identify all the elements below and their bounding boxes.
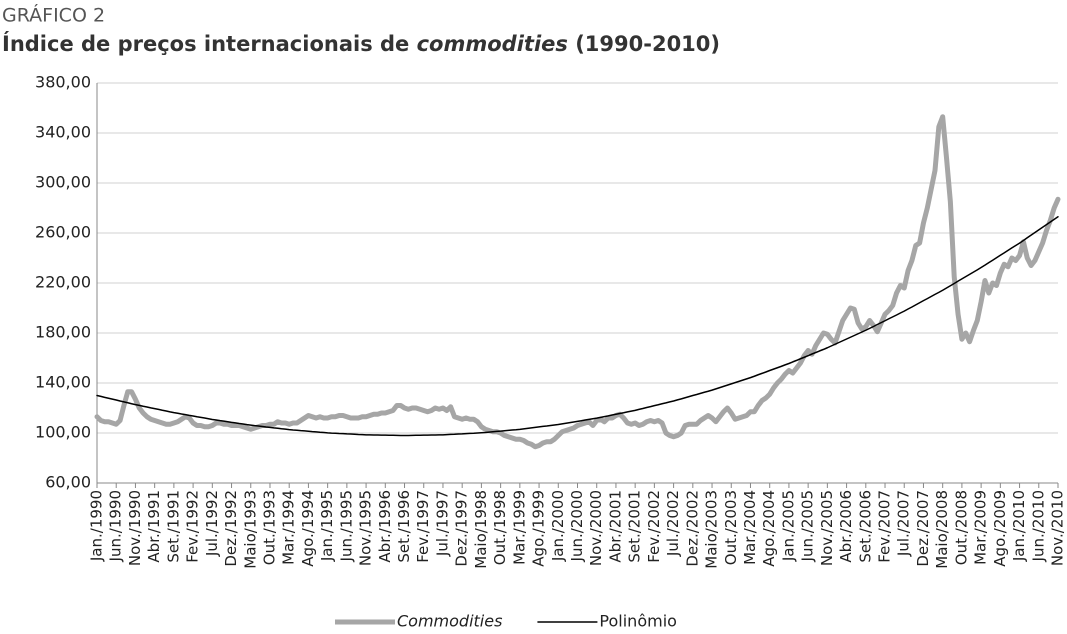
y-tick-label: 180,00 [35,323,91,342]
x-tick-label: Nov./1990 [126,490,144,566]
y-tick-label: 220,00 [35,273,91,292]
series-line [94,114,1061,450]
x-tick-label: Dez./1992 [222,490,240,567]
x-tick-label: Maio/1998 [472,490,490,569]
x-tick-label: Mar./1999 [510,490,528,565]
x-tick-label: Maio/1993 [241,490,259,569]
x-tick-label: Fev./1997 [414,490,432,563]
x-tick-label: Dez./2002 [683,490,701,567]
x-tick-label: Jan./1990 [88,490,106,562]
x-tick-label: Jul./2007 [895,490,913,557]
y-tick-label: 300,00 [35,173,91,192]
y-tick-label: 140,00 [35,373,91,392]
x-tick-label: Set./1991 [164,490,182,563]
x-tick-label: Out./2003 [722,490,740,565]
y-tick-label: 60,00 [45,473,91,492]
x-tick-label: Out./2008 [952,490,970,565]
series-line [96,216,1059,437]
x-tick-label: Out./1993 [260,490,278,565]
x-tick-label: Jun./2010 [1029,490,1047,562]
x-tick-label: Dez./2007 [914,490,932,567]
x-tick-label: Jun./2005 [799,490,817,562]
x-tick-label: Jan./2010 [1010,490,1028,562]
y-tick-label: 340,00 [35,123,91,142]
x-tick-label: Nov./2000 [587,490,605,566]
x-tick-label: Maio/2008 [933,490,951,569]
x-tick-label: Jan./1995 [318,490,336,562]
x-tick-label: Jul./2002 [664,490,682,557]
y-tick-label: 380,00 [35,73,91,92]
x-tick-label: Set./2006 [856,490,874,563]
x-tick-label: Jan./2000 [549,490,567,562]
x-tick-label: Abr./1991 [145,490,163,563]
x-tick-label: Maio/2003 [703,490,721,569]
x-tick-label: Mar./2009 [972,490,990,565]
title-part: (1990-2010) [568,32,720,56]
x-tick-label: Fev./1992 [184,490,202,563]
x-tick-label: Nov./1995 [357,490,375,566]
chart-title: Índice de preços internacionais de commo… [2,31,720,56]
x-tick-label: Nov./2005 [818,490,836,566]
chart-kicker: GRÁFICO 2 [2,4,105,27]
title-part: Índice de preços internacionais de [2,31,417,56]
y-tick-label: 100,00 [35,423,91,442]
x-tick-label: Ago./1994 [299,490,317,567]
x-tick-label: Fev./2002 [645,490,663,563]
x-tick-label: Abr./2001 [606,490,624,563]
legend-label: Commodities [397,612,502,631]
x-tick-label: Abr./2006 [837,490,855,563]
y-tick-label: 260,00 [35,223,91,242]
x-tick-label: Nov./2010 [1049,490,1067,566]
x-tick-label: Jun./1990 [107,490,125,562]
x-tick-label: Jun./1995 [337,490,355,562]
x-tick-label: Abr./1996 [376,490,394,563]
x-tick-label: Ago./2004 [760,490,778,567]
x-tick-label: Dez./1997 [453,490,471,567]
x-tick-label: Ago./2009 [991,490,1009,567]
x-tick-label: Jul./1997 [433,490,451,557]
x-tick-label: Fev./2007 [876,490,894,563]
x-tick-label: Jan./2005 [779,490,797,562]
x-tick-label: Ago./1999 [530,490,548,567]
x-tick-label: Mar./2004 [741,490,759,565]
title-part: commodities [417,32,568,56]
legend-label: Polinômio [599,612,677,631]
x-tick-label: Mar./1994 [280,490,298,565]
x-tick-label: Out./1998 [491,490,509,565]
x-tick-label: Set./1996 [395,490,413,563]
x-tick-label: Set./2001 [626,490,644,563]
x-tick-label: Jul./1992 [203,490,221,557]
x-tick-label: Jun./2000 [568,490,586,562]
